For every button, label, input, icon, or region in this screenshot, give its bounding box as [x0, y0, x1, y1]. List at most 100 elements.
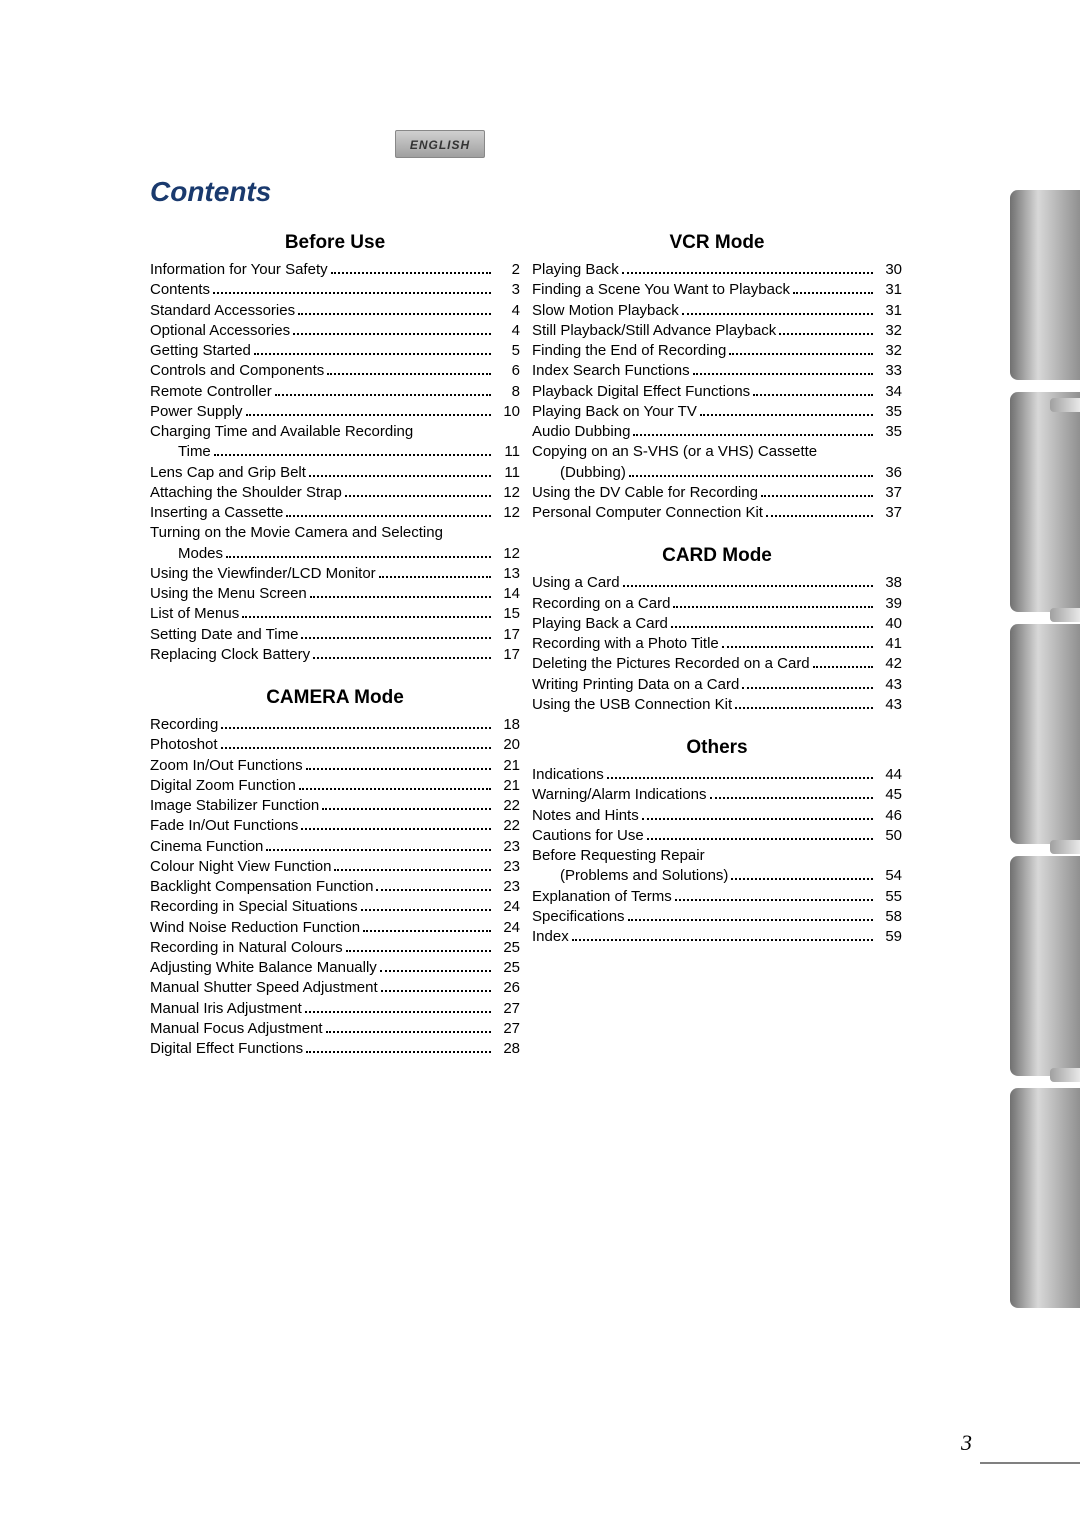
toc-leader-dots: [310, 596, 491, 598]
toc-label: Finding a Scene You Want to Playback: [532, 280, 790, 300]
toc-page-number: 35: [876, 402, 902, 422]
toc-label: Using a Card: [532, 573, 620, 593]
toc-row: Manual Shutter Speed Adjustment 26: [150, 978, 520, 998]
side-tab: [1010, 392, 1080, 612]
toc-row: (Problems and Solutions)54: [532, 866, 902, 886]
section-others: Indications44Warning/Alarm Indications45…: [532, 765, 902, 947]
page-number: 3: [961, 1430, 972, 1456]
toc-label: Still Playback/Still Advance Playback: [532, 321, 776, 341]
section-before-use: Information for Your Safety2Contents3Sta…: [150, 260, 520, 665]
toc-leader-dots: [214, 454, 491, 456]
toc-label: Playing Back: [532, 260, 619, 280]
side-notch: [1050, 608, 1080, 622]
toc-page-number: 24: [494, 918, 520, 938]
section-camera-mode: Recording18Photoshot20Zoom In/Out Functi…: [150, 715, 520, 1059]
toc-label: Personal Computer Connection Kit: [532, 503, 763, 523]
side-tab: [1010, 190, 1080, 380]
toc-row: Photoshot20: [150, 735, 520, 755]
toc-leader-dots: [572, 939, 873, 941]
section-heading-card-mode: CARD Mode: [532, 545, 902, 567]
toc-columns: Before Use Information for Your Safety2C…: [150, 222, 930, 1059]
toc-page-number: 20: [494, 735, 520, 755]
toc-label: Playback Digital Effect Functions: [532, 382, 750, 402]
toc-leader-dots: [361, 909, 491, 911]
section-heading-camera-mode: CAMERA Mode: [150, 687, 520, 709]
toc-label: Index: [532, 927, 569, 947]
toc-row: Standard Accessories4: [150, 301, 520, 321]
toc-row: Using a Card 38: [532, 573, 902, 593]
toc-page-number: 36: [876, 463, 902, 483]
toc-leader-dots: [675, 899, 873, 901]
toc-label: Charging Time and Available Recording: [150, 422, 413, 442]
toc-page-number: 40: [876, 614, 902, 634]
toc-row: Setting Date and Time17: [150, 625, 520, 645]
toc-page-number: 44: [876, 765, 902, 785]
toc-page-number: 32: [876, 341, 902, 361]
toc-row: Playback Digital Effect Functions 34: [532, 382, 902, 402]
toc-label: Notes and Hints: [532, 806, 639, 826]
toc-label: Attaching the Shoulder Strap: [150, 483, 342, 503]
toc-page-number: 38: [876, 573, 902, 593]
toc-row: Writing Printing Data on a Card43: [532, 675, 902, 695]
toc-label: Using the USB Connection Kit: [532, 695, 732, 715]
toc-leader-dots: [363, 930, 491, 932]
toc-page-number: 34: [876, 382, 902, 402]
toc-page-number: 32: [876, 321, 902, 341]
toc-label: Audio Dubbing: [532, 422, 630, 442]
toc-page-number: 31: [876, 301, 902, 321]
toc-page-number: 12: [494, 483, 520, 503]
toc-label: Playing Back on Your TV: [532, 402, 697, 422]
toc-page-number: 33: [876, 361, 902, 381]
toc-label: Writing Printing Data on a Card: [532, 675, 739, 695]
toc-leader-dots: [313, 657, 491, 659]
toc-label: Image Stabilizer Function: [150, 796, 319, 816]
toc-label: Recording: [150, 715, 218, 735]
toc-row: Personal Computer Connection Kit37: [532, 503, 902, 523]
toc-leader-dots: [286, 515, 491, 517]
toc-page-number: 11: [494, 442, 520, 462]
toc-label: Specifications: [532, 907, 625, 927]
toc-page-number: 50: [876, 826, 902, 846]
toc-leader-dots: [254, 353, 491, 355]
toc-label: Manual Shutter Speed Adjustment: [150, 978, 378, 998]
toc-row: Power Supply10: [150, 402, 520, 422]
toc-leader-dots: [700, 414, 873, 416]
toc-leader-dots: [628, 919, 873, 921]
toc-leader-dots: [221, 727, 491, 729]
toc-leader-dots: [242, 616, 491, 618]
toc-page-number: 59: [876, 927, 902, 947]
toc-page-number: 42: [876, 654, 902, 674]
section-heading-vcr-mode: VCR Mode: [532, 232, 902, 254]
toc-page-number: 27: [494, 999, 520, 1019]
side-notch: [1050, 1068, 1080, 1082]
toc-leader-dots: [306, 1051, 491, 1053]
toc-leader-dots: [293, 333, 491, 335]
toc-row: Recording on a Card39: [532, 594, 902, 614]
section-vcr-mode: Playing Back30Finding a Scene You Want t…: [532, 260, 902, 523]
toc-row: Recording18: [150, 715, 520, 735]
toc-page-number: 31: [876, 280, 902, 300]
toc-row: Cinema Function23: [150, 837, 520, 857]
toc-page-number: 4: [494, 321, 520, 341]
toc-label: Indications: [532, 765, 604, 785]
toc-page-number: 27: [494, 1019, 520, 1039]
toc-page-number: 39: [876, 594, 902, 614]
toc-label: Digital Effect Functions: [150, 1039, 303, 1059]
toc-leader-dots: [246, 414, 491, 416]
toc-row: Charging Time and Available Recording: [150, 422, 520, 442]
toc-label: Manual Focus Adjustment: [150, 1019, 323, 1039]
toc-row: Using the Menu Screen14: [150, 584, 520, 604]
toc-row: Backlight Compensation Function23: [150, 877, 520, 897]
toc-row: Wind Noise Reduction Function24: [150, 918, 520, 938]
toc-leader-dots: [322, 808, 491, 810]
toc-leader-dots: [793, 292, 873, 294]
toc-page-number: 26: [494, 978, 520, 998]
section-heading-before-use: Before Use: [150, 232, 520, 254]
toc-page-number: 22: [494, 796, 520, 816]
toc-row: Finding the End of Recording32: [532, 341, 902, 361]
toc-leader-dots: [682, 313, 873, 315]
side-tab: [1010, 624, 1080, 844]
toc-row: Playing Back on Your TV 35: [532, 402, 902, 422]
toc-leader-dots: [326, 1031, 491, 1033]
toc-leader-dots: [813, 666, 873, 668]
